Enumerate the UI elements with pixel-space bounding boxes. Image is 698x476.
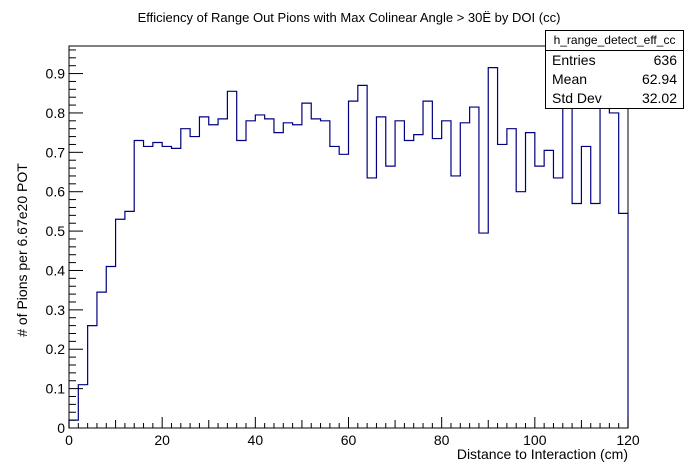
y-tick-label: 0.2 (46, 341, 66, 357)
y-tick-label: 0.9 (46, 66, 66, 82)
x-axis-label: Distance to Interaction (cm) (456, 446, 628, 462)
histogram-line (68, 67, 629, 428)
y-tick-label: 0.7 (46, 144, 66, 160)
stats-box: h_range_detect_eff_cc Entries 636 Mean 6… (545, 30, 684, 109)
stats-stddev-label: Std Dev (552, 90, 602, 106)
x-tick-label: 20 (154, 432, 170, 448)
stats-stddev-value: 32.02 (641, 90, 677, 106)
x-tick-label: 60 (341, 432, 357, 448)
y-tick-label: 0.1 (46, 381, 66, 397)
x-tick-label: 0 (65, 432, 73, 448)
stats-entries-value: 636 (653, 52, 677, 68)
y-tick-label: 0.8 (46, 105, 66, 121)
y-tick-label: 0.6 (46, 184, 66, 200)
chart-title: Efficiency of Range Out Pions with Max C… (137, 10, 561, 25)
x-tick-label: 40 (248, 432, 264, 448)
x-tick-label: 100 (523, 432, 547, 448)
stats-box-title: h_range_detect_eff_cc (546, 31, 683, 51)
stats-row-mean: Mean 62.94 (546, 70, 683, 89)
stats-mean-label: Mean (552, 71, 588, 87)
y-axis-label: # of Pions per 6.67e20 POT (14, 163, 30, 337)
stats-row-entries: Entries 636 (546, 51, 683, 70)
x-tick-label: 80 (434, 432, 450, 448)
stats-mean-value: 62.94 (641, 71, 677, 87)
stats-entries-label: Entries (552, 52, 596, 68)
y-tick-label: 0.4 (46, 262, 66, 278)
y-tick-label: 0.5 (46, 223, 66, 239)
y-tick-label: 0.3 (46, 302, 66, 318)
y-tick-label: 0 (57, 420, 65, 436)
x-tick-label: 120 (616, 432, 640, 448)
stats-row-stddev: Std Dev 32.02 (546, 89, 683, 108)
